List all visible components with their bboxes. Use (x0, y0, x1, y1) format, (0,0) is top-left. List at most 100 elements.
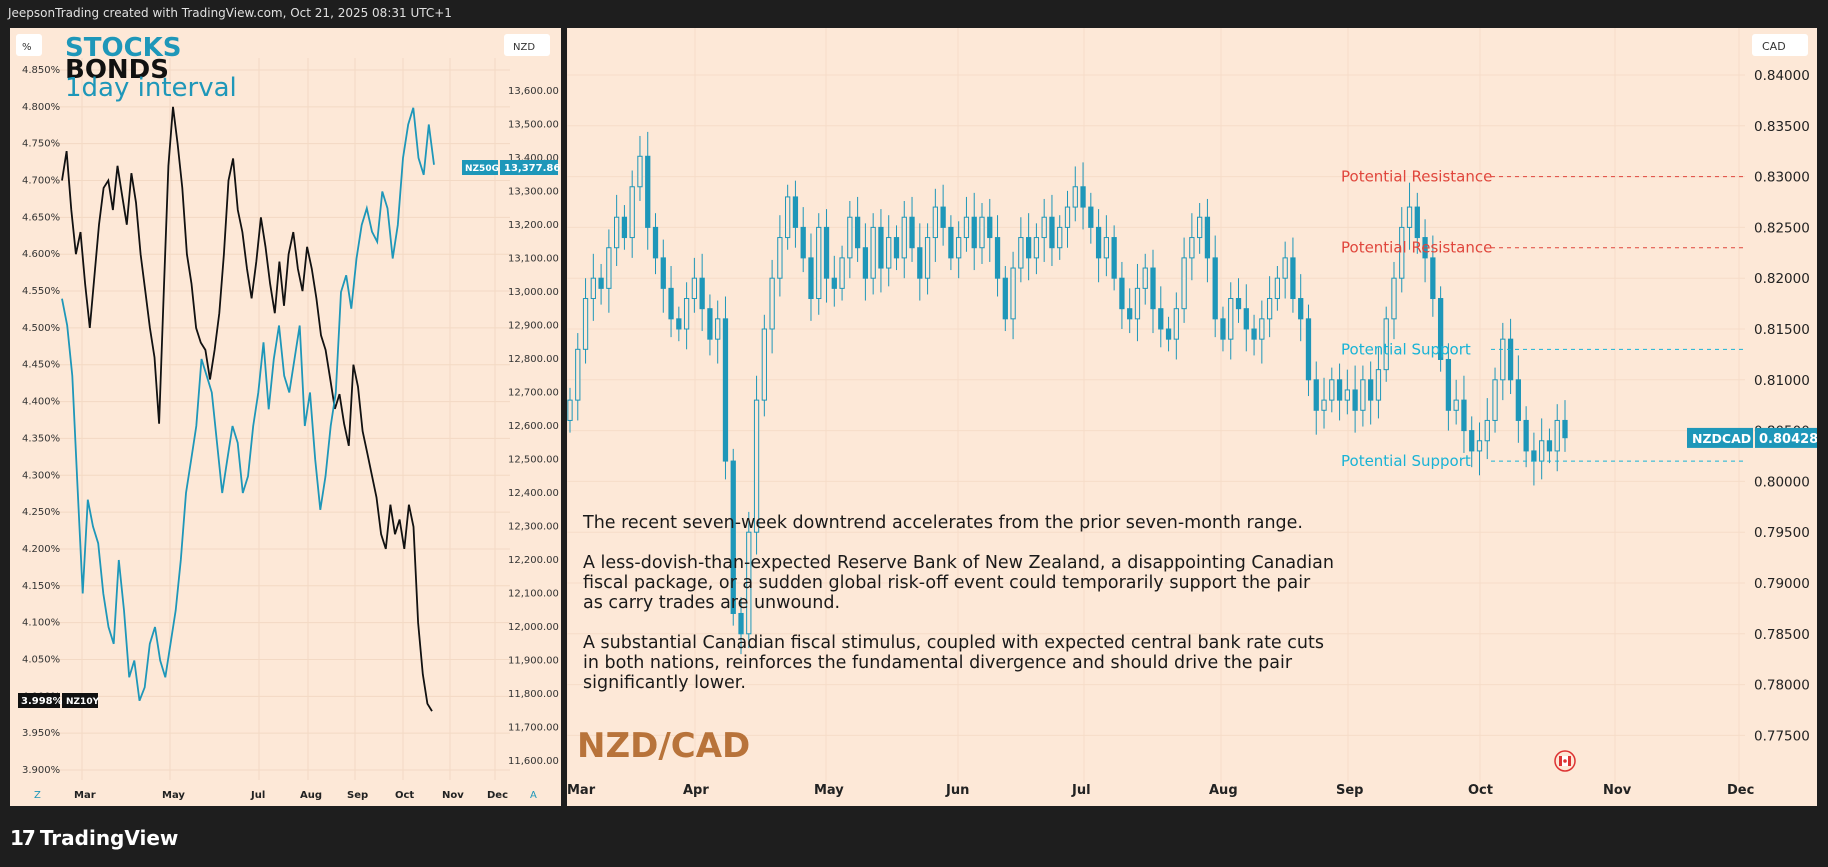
candle-body (1406, 206, 1413, 228)
candle-body (753, 399, 760, 533)
candle-body (777, 237, 783, 279)
candle-body (1127, 308, 1133, 320)
left-grid (52, 58, 510, 780)
candle-body (1360, 379, 1366, 411)
unit-right-box[interactable] (504, 34, 550, 56)
nzdcad-price-tag (1755, 427, 1817, 448)
candle-body (567, 399, 573, 421)
left-y-tick: 3.900% (22, 765, 60, 776)
right-y-tick: 0.81500 (1754, 322, 1810, 338)
left-chart-panel[interactable]: 4.850% 4.800% 4.750% 4.700% 4.650% 4.600% 4.55… (10, 28, 561, 806)
candle-body (1368, 379, 1374, 401)
left-x-tick: Oct (395, 790, 414, 801)
candle-body (1329, 379, 1335, 401)
nzdcad-price: 0.80428 (1759, 432, 1817, 447)
right-x-tick: Sep (1336, 783, 1364, 798)
candle-body (1469, 430, 1475, 452)
analysis-text-block: The recent seven-week downtrend accelera… (582, 513, 1334, 693)
tradingview-logo[interactable]: 17 TradingView (10, 826, 178, 850)
unit-left-box[interactable] (16, 34, 42, 56)
candle-body (629, 186, 635, 239)
candle-body (1088, 206, 1094, 228)
candle-body (683, 298, 690, 330)
candle-body (722, 318, 729, 462)
right-x-axis-ticks: Mar Apr May Jun Jul Aug Sep Oct Nov Dec (567, 783, 1754, 798)
zoom-corner-left[interactable]: Z (34, 790, 41, 801)
candle-body (1414, 206, 1420, 239)
left-right-y-axis-ticks: 13,600.00 13,500.00 13,400.00 13,300.00 13,2… (508, 86, 559, 767)
candle-body (645, 155, 651, 228)
right-y-tick: 0.82000 (1754, 271, 1810, 287)
candle-body (940, 206, 946, 228)
left-y-tick: 3.950% (22, 728, 60, 739)
left-x-tick: Aug (300, 790, 322, 801)
candle-body (621, 216, 628, 239)
right-y-tick: 0.77500 (1754, 728, 1810, 744)
candle-body (590, 277, 596, 300)
left-x-tick: Sep (347, 790, 368, 801)
right-x-tick: May (814, 783, 844, 798)
candle-body (660, 257, 666, 289)
candle-body (1399, 226, 1405, 279)
right-y-tick: 0.82500 (1754, 220, 1810, 236)
candle-body (1313, 379, 1319, 411)
right-y-tick: 13,600.00 (508, 86, 559, 97)
candle-body (1251, 328, 1257, 340)
candle-body (854, 216, 861, 249)
left-y-tick: 4.850% (22, 65, 60, 76)
left-y-tick: 4.800% (22, 102, 60, 113)
right-y-tick: 0.83500 (1754, 119, 1810, 135)
unit-cad-box[interactable] (1752, 34, 1808, 56)
candle-body (1383, 318, 1389, 371)
left-y-axis-ticks: 4.850% 4.800% 4.750% 4.700% 4.650% 4.600% 4.55… (22, 65, 60, 776)
right-y-tick: 12,300.00 (508, 522, 559, 533)
candle-body (1282, 257, 1288, 279)
candle-body (1391, 277, 1397, 320)
candle-body (1445, 358, 1452, 411)
candle-body (956, 237, 962, 259)
right-y-tick: 0.80000 (1754, 474, 1810, 490)
left-y-tick: 4.300% (22, 470, 60, 481)
right-y-tick: 11,800.00 (508, 689, 559, 700)
candle-body (730, 460, 736, 614)
right-chart-panel[interactable]: Potential Resistance Potential Resistance… (567, 28, 1817, 806)
level-label: Potential Resistance (1341, 239, 1492, 257)
candle-body (1430, 257, 1436, 300)
left-y-tick: 4.250% (22, 507, 60, 518)
candle-body (738, 612, 744, 635)
left-y-tick: 4.700% (22, 176, 60, 187)
candle-body (699, 277, 705, 310)
candle-body (839, 257, 845, 289)
unit-left-label: % (22, 42, 32, 53)
candle-body (1049, 216, 1055, 249)
right-x-tick: Nov (1603, 783, 1632, 798)
candle-body (893, 237, 900, 259)
candle-body (1437, 298, 1444, 360)
candle-body (1305, 318, 1312, 381)
nzdcad-candlestick-chart[interactable]: Potential Resistance Potential Resistance… (567, 28, 1817, 806)
nz10y-price-tag (18, 693, 60, 708)
left-x-tick: Dec (487, 790, 508, 801)
right-x-tick: Dec (1727, 783, 1754, 798)
analysis-line: A less-dovish-than-expected Reserve Bank… (583, 553, 1334, 573)
candle-body (800, 226, 806, 259)
candle-body (1500, 338, 1506, 381)
candle-body (1212, 257, 1218, 320)
left-y-tick: 4.650% (22, 212, 60, 223)
auto-scale-corner[interactable]: A (530, 790, 537, 801)
candle-body (1523, 419, 1529, 452)
nz50-price: 13,377.86 (504, 163, 560, 174)
right-y-tick: 12,500.00 (508, 455, 559, 466)
right-y-tick: 13,200.00 (508, 220, 559, 231)
right-y-tick: 12,100.00 (508, 589, 559, 600)
candle-body (1181, 257, 1187, 310)
left-y-tick: 4.100% (22, 618, 60, 629)
candle-body (1041, 216, 1047, 239)
right-y-tick: 11,600.00 (508, 756, 559, 767)
candle-body (691, 277, 698, 300)
tradingview-mark-icon: 17 (10, 826, 36, 850)
candle-body (1539, 440, 1545, 462)
stocks-bonds-chart[interactable]: 4.850% 4.800% 4.750% 4.700% 4.650% 4.600% 4.55… (10, 28, 561, 806)
legend-bonds: BONDS (65, 55, 169, 85)
candle-body (1298, 298, 1304, 320)
